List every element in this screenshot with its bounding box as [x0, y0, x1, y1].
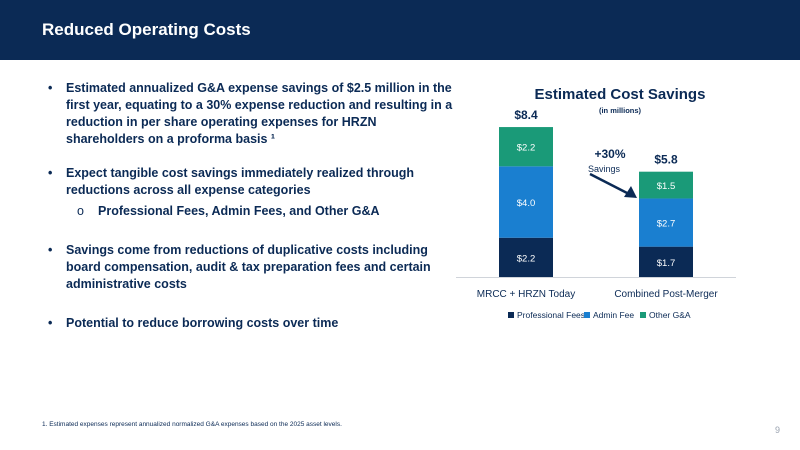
footnote: 1. Estimated expenses represent annualiz… [42, 421, 342, 428]
savings-percent: +30% [594, 147, 625, 161]
bar-value-label: $4.0 [517, 198, 536, 209]
bar-value-label: $1.5 [657, 181, 676, 192]
sub-bullet-item: o Professional Fees, Admin Fees, and Oth… [48, 203, 458, 220]
bullet-text: Expect tangible cost savings immediately… [66, 166, 415, 197]
page-number: 9 [775, 425, 781, 435]
bullet-item: • Estimated annualized G&A expense savin… [48, 80, 458, 148]
bullet-list: • Estimated annualized G&A expense savin… [48, 80, 458, 332]
savings-arrow [589, 172, 630, 196]
bar-value-label: $1.7 [657, 258, 676, 269]
bar-professional-fees [639, 246, 693, 277]
bar-value-label: $2.2 [517, 253, 536, 264]
bullet-item: • Expect tangible cost savings immediate… [48, 165, 458, 199]
category-label: Combined Post-Merger [614, 289, 718, 300]
bar-value-label: $2.2 [517, 143, 536, 154]
bar-admin-fee [499, 166, 553, 238]
bar-admin-fee [639, 198, 693, 247]
bar-value-label: $2.7 [657, 219, 676, 230]
bullet-marker: • [48, 316, 53, 330]
chart-title: Estimated Cost Savings [534, 86, 706, 103]
legend-label: Other G&A [649, 310, 691, 320]
bullet-item: • Potential to reduce borrowing costs ov… [48, 315, 458, 332]
savings-arrow-head [624, 186, 637, 198]
chart-subtitle: (in millions) [598, 106, 642, 115]
legend-swatch [508, 312, 514, 318]
bullet-text: Estimated annualized G&A expense savings… [66, 81, 453, 146]
sub-bullet-marker: o [77, 204, 84, 218]
bar-professional-fees [499, 237, 553, 277]
bullet-text: Potential to reduce borrowing costs over… [66, 316, 339, 330]
legend-label: Professional Fees [517, 310, 585, 320]
header-bar: Reduced Operating Costs [0, 0, 800, 60]
bar-other-g-a [639, 171, 693, 199]
category-label: MRCC + HRZN Today [477, 289, 575, 300]
legend-label: Admin Fee [593, 310, 634, 320]
total-label: $8.4 [514, 108, 538, 122]
bullet-marker: • [48, 166, 53, 180]
page-title: Reduced Operating Costs [42, 20, 251, 39]
bullet-marker: • [48, 81, 53, 95]
total-label: $5.8 [654, 153, 678, 167]
bar-other-g-a [499, 127, 553, 167]
bullet-marker: • [48, 243, 53, 257]
bullet-text: Savings come from reductions of duplicat… [66, 243, 431, 291]
bullet-item: • Savings come from reductions of duplic… [48, 242, 458, 293]
savings-label: Savings [588, 164, 621, 174]
legend-swatch [584, 312, 590, 318]
legend-swatch [640, 312, 646, 318]
sub-bullet-text: Professional Fees, Admin Fees, and Other… [98, 204, 380, 218]
